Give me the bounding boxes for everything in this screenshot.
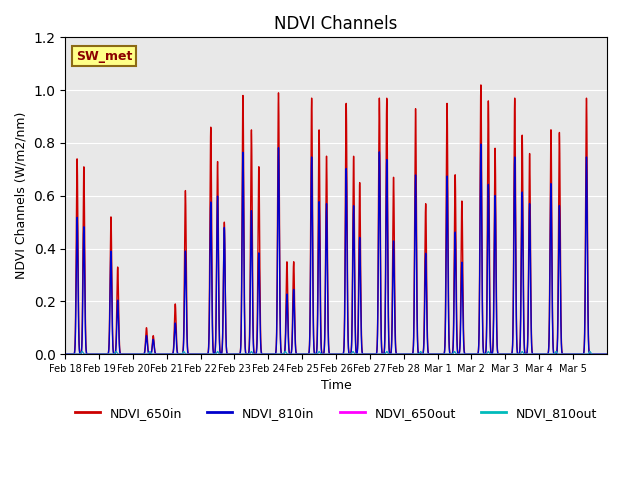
NDVI_810in [492,227,499,233]
NDVI_650in [406,351,413,357]
NDVI_650in [603,351,611,357]
NDVI_810in [463,351,470,357]
NDVI_650in [257,349,265,355]
X-axis label: Time: Time [321,379,351,392]
NDVI_650out [78,349,86,355]
NDVI_810in [382,270,390,276]
NDVI_810in [477,141,484,147]
NDVI_650out [89,351,97,357]
NDVI_650in [61,351,69,357]
NDVI_650out [61,351,69,357]
Line: NDVI_650in: NDVI_650in [65,85,607,354]
Line: NDVI_650out: NDVI_650out [65,352,607,354]
NDVI_810out [78,348,86,354]
NDVI_650in [463,351,470,357]
NDVI_650out [603,351,611,357]
NDVI_810in [89,351,97,357]
NDVI_810in [257,350,265,356]
Line: NDVI_810out: NDVI_810out [65,351,607,354]
NDVI_650out [257,351,265,357]
NDVI_810out [257,351,265,357]
NDVI_810out [382,350,390,356]
Text: SW_met: SW_met [76,49,132,62]
NDVI_650in [382,244,390,250]
NDVI_810out [89,351,97,357]
NDVI_650out [463,351,470,357]
NDVI_650out [382,350,390,356]
NDVI_650out [492,351,499,357]
NDVI_810in [61,351,69,357]
Line: NDVI_810in: NDVI_810in [65,144,607,354]
Legend: NDVI_650in, NDVI_810in, NDVI_650out, NDVI_810out: NDVI_650in, NDVI_810in, NDVI_650out, NDV… [70,402,602,424]
Y-axis label: NDVI Channels (W/m2/nm): NDVI Channels (W/m2/nm) [15,112,28,279]
NDVI_810out [603,351,611,357]
NDVI_810out [61,351,69,357]
NDVI_810in [406,351,413,357]
NDVI_810out [406,351,413,357]
NDVI_650in [477,82,484,88]
NDVI_650in [89,351,97,357]
NDVI_810out [463,351,470,357]
NDVI_810out [492,351,499,357]
NDVI_650in [492,190,499,195]
NDVI_650out [406,351,413,357]
NDVI_810in [603,351,611,357]
Title: NDVI Channels: NDVI Channels [275,15,397,33]
